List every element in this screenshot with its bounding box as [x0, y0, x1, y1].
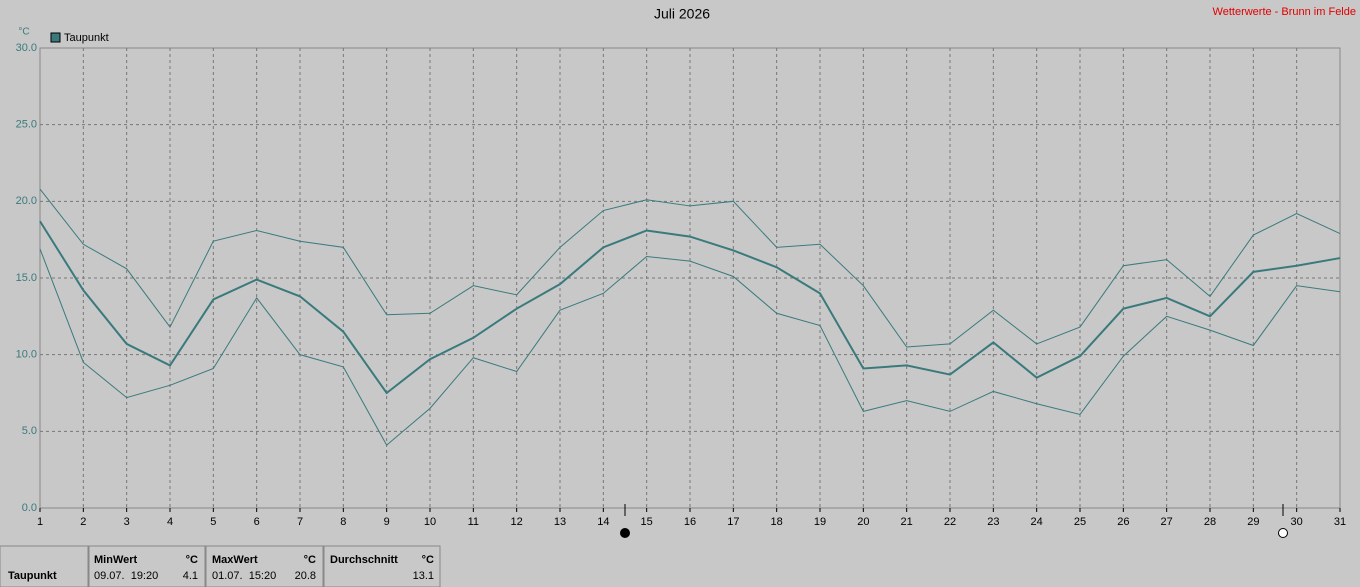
x-tick-label: 27 [1161, 516, 1173, 528]
new-moon-icon [1278, 528, 1288, 538]
x-tick-label: 29 [1247, 516, 1259, 528]
x-tick-label: 12 [511, 516, 523, 528]
stats-cell [205, 545, 324, 587]
stats-header: MinWert [94, 554, 138, 566]
x-tick-label: 21 [901, 516, 913, 528]
stats-header: MaxWert [212, 554, 258, 566]
stats-cell [0, 545, 89, 587]
y-tick-label: 25.0 [16, 119, 37, 131]
x-tick-label: 16 [684, 516, 696, 528]
stats-time: 01.07. 15:20 [212, 570, 276, 582]
x-tick-label: 8 [340, 516, 346, 528]
legend-swatch [50, 32, 61, 43]
x-tick-label: 2 [80, 516, 86, 528]
x-tick-label: 19 [814, 516, 826, 528]
x-tick-label: 25 [1074, 516, 1086, 528]
x-tick-label: 3 [124, 516, 130, 528]
x-tick-label: 7 [297, 516, 303, 528]
y-tick-label: 30.0 [16, 42, 37, 54]
x-tick-label: 17 [727, 516, 739, 528]
stats-unit: °C [304, 554, 316, 566]
x-tick-label: 14 [597, 516, 609, 528]
y-tick-label: 15.0 [16, 272, 37, 284]
y-tick-label: 0.0 [22, 502, 37, 514]
series-line [39, 248, 1341, 446]
x-tick-label: 1 [37, 516, 43, 528]
series-line [39, 220, 1341, 395]
x-tick-label: 31 [1334, 516, 1346, 528]
y-unit: °C [18, 27, 29, 38]
y-tick-label: 10.0 [16, 349, 37, 361]
chart-title: Juli 2026 [654, 6, 710, 22]
stats-unit: °C [422, 554, 434, 566]
x-tick-label: 13 [554, 516, 566, 528]
x-tick-label: 24 [1031, 516, 1043, 528]
x-tick-label: 10 [424, 516, 436, 528]
x-tick-label: 9 [384, 516, 390, 528]
stats-cell [323, 545, 441, 587]
x-tick-label: 6 [254, 516, 260, 528]
x-tick-label: 28 [1204, 516, 1216, 528]
stats-unit: °C [186, 554, 198, 566]
legend-label: Taupunkt [64, 32, 109, 44]
series-line [39, 188, 1341, 348]
stats-value: 4.1 [183, 570, 198, 582]
stats-panel: Taupunkt MinWert °C 09.07. 19:20 4.1 Max… [0, 545, 441, 587]
subtitle: Wetterwerte - Brunn im Felde [1213, 6, 1356, 18]
x-tick-label: 18 [771, 516, 783, 528]
background [0, 0, 1360, 544]
x-tick-label: 5 [210, 516, 216, 528]
x-tick-label: 20 [857, 516, 869, 528]
x-tick-label: 26 [1117, 516, 1129, 528]
stats-time: 09.07. 19:20 [94, 570, 158, 582]
x-tick-label: 11 [468, 516, 479, 528]
stats-value: 20.8 [295, 570, 316, 582]
stats-row-label: Taupunkt [8, 570, 57, 582]
stats-cell [88, 545, 206, 587]
full-moon-icon [620, 528, 630, 538]
stats-header: Durchschnitt [330, 554, 398, 566]
x-tick-label: 15 [641, 516, 653, 528]
stats-value: 13.1 [413, 570, 434, 582]
x-tick-label: 22 [944, 516, 956, 528]
x-tick-label: 23 [987, 516, 999, 528]
x-tick-label: 4 [167, 516, 173, 528]
y-tick-label: 5.0 [22, 425, 37, 437]
x-tick-label: 30 [1291, 516, 1303, 528]
y-tick-label: 20.0 [16, 195, 37, 207]
